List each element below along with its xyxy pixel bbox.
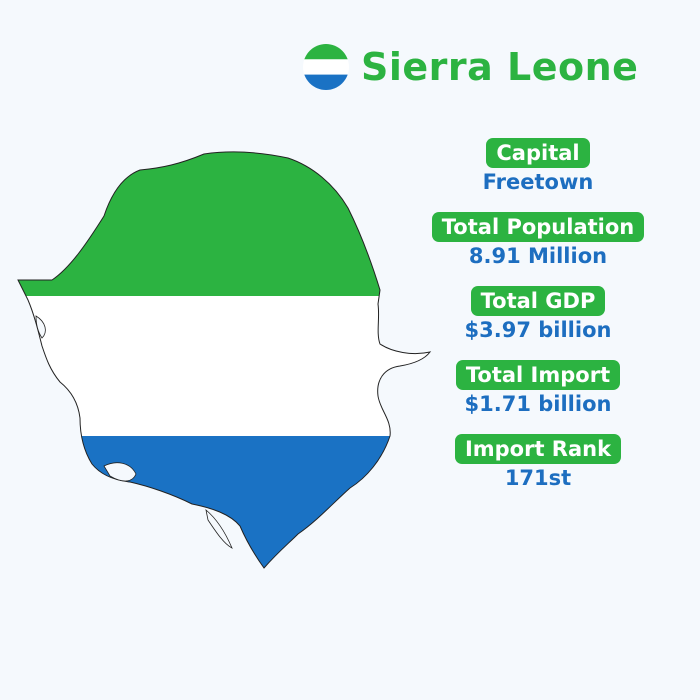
stat-value: $3.97 billion bbox=[464, 318, 612, 342]
stats-panel: Capital Freetown Total Population 8.91 M… bbox=[418, 138, 658, 508]
stat-gdp: Total GDP $3.97 billion bbox=[418, 286, 658, 342]
sierra-leone-flag-map-icon bbox=[17, 151, 432, 569]
stat-value: $1.71 billion bbox=[464, 392, 612, 416]
stat-label: Total Import bbox=[455, 360, 621, 390]
stat-import: Total Import $1.71 billion bbox=[418, 360, 658, 416]
stat-import-rank: Import Rank 171st bbox=[418, 434, 658, 490]
stat-value: Freetown bbox=[482, 170, 594, 194]
stat-label: Total GDP bbox=[470, 286, 606, 316]
stat-label: Import Rank bbox=[454, 434, 622, 464]
stat-population: Total Population 8.91 Million bbox=[418, 212, 658, 268]
stat-value: 8.91 Million bbox=[468, 244, 608, 268]
header: Sierra Leone bbox=[303, 44, 638, 90]
stat-label: Capital bbox=[486, 138, 590, 168]
stat-label: Total Population bbox=[431, 212, 645, 242]
page-title: Sierra Leone bbox=[361, 45, 639, 89]
stat-value: 171st bbox=[504, 466, 572, 490]
stat-capital: Capital Freetown bbox=[418, 138, 658, 194]
sierra-leone-flag-icon bbox=[303, 44, 349, 90]
